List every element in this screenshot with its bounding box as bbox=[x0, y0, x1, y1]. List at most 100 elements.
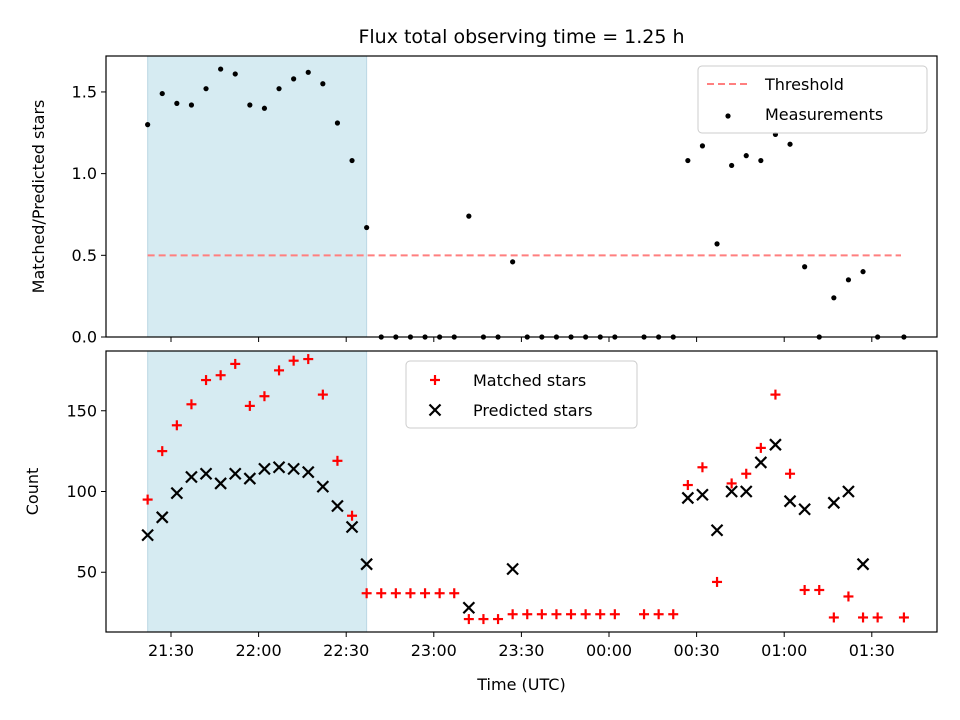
matched-point bbox=[493, 614, 504, 625]
predicted-point-b bbox=[739, 485, 753, 498]
count-legend-matched-label: Matched stars bbox=[473, 371, 586, 390]
matched-point bbox=[434, 588, 445, 599]
matched-point bbox=[288, 355, 299, 366]
count-y-tick-label: 150 bbox=[66, 401, 97, 420]
predicted-point-b bbox=[842, 485, 855, 498]
ratio-y-tick-label: 1.0 bbox=[72, 164, 97, 183]
predicted-point bbox=[287, 462, 300, 476]
predicted-point-b bbox=[681, 491, 695, 505]
ratio-legend-measurement-swatch bbox=[725, 113, 731, 119]
count-highlight-span bbox=[147, 350, 368, 633]
matched-point bbox=[186, 399, 197, 410]
predicted-point-b bbox=[798, 502, 811, 516]
count-x-tick-label: 01:30 bbox=[849, 641, 895, 660]
predicted-point bbox=[141, 528, 154, 542]
predicted-point bbox=[725, 485, 738, 498]
matched-point bbox=[682, 480, 693, 491]
matched-point bbox=[799, 585, 810, 596]
chart-title: Flux total observing time = 1.25 h bbox=[358, 26, 684, 48]
matched-point bbox=[507, 609, 518, 620]
predicted-point bbox=[228, 467, 242, 481]
matched-point bbox=[449, 588, 460, 599]
count-plot-frame bbox=[105, 350, 938, 633]
matched-point bbox=[755, 442, 766, 453]
matched-point bbox=[872, 612, 883, 623]
matched-point bbox=[157, 446, 168, 457]
matched-point bbox=[347, 510, 358, 521]
measurement-point bbox=[291, 76, 297, 82]
matched-point bbox=[522, 609, 533, 620]
measurement-point bbox=[714, 241, 720, 247]
ratio-y-tick-label: 1.5 bbox=[72, 82, 97, 101]
measurement-point bbox=[510, 259, 516, 265]
predicted-point bbox=[783, 494, 797, 508]
matched-point bbox=[536, 609, 547, 620]
ratio-y-axis-label: Matched/Predicted stars bbox=[29, 100, 48, 294]
predicted-point-b bbox=[827, 496, 841, 510]
matched-point bbox=[697, 462, 708, 473]
ratio-legend: Threshold Measurements bbox=[697, 65, 928, 134]
predicted-point bbox=[710, 523, 724, 537]
count-x-tick-label: 22:30 bbox=[323, 641, 369, 660]
predicted-point bbox=[243, 472, 257, 485]
count-legend-predicted-swatch bbox=[428, 403, 442, 417]
predicted-point bbox=[331, 499, 344, 513]
matched-point bbox=[726, 478, 737, 489]
matched-point bbox=[595, 609, 606, 620]
count-legend-matched-swatch bbox=[430, 375, 440, 385]
predicted-point bbox=[462, 601, 476, 615]
matched-point bbox=[770, 389, 781, 400]
matched-point bbox=[201, 375, 212, 386]
matched-point bbox=[741, 468, 752, 479]
count-x-tick-label: 23:00 bbox=[411, 641, 457, 660]
measurement-point bbox=[145, 122, 151, 128]
measurement-point bbox=[159, 90, 165, 97]
count-x-tick-label: 01:00 bbox=[761, 641, 807, 660]
measurement-point bbox=[699, 143, 706, 149]
matched-point bbox=[303, 354, 314, 365]
predicted-point-b bbox=[710, 523, 724, 537]
matched-point bbox=[405, 588, 416, 599]
predicted-point bbox=[798, 502, 811, 516]
matched-point bbox=[463, 614, 474, 625]
matched-point bbox=[361, 588, 372, 599]
predicted-point-b bbox=[856, 557, 870, 571]
count-x-tick-label: 00:00 bbox=[586, 641, 632, 660]
measurement-point bbox=[334, 120, 341, 126]
measurement-point bbox=[320, 81, 326, 87]
ratio-panel: 0.0 0.5 1.0 1.5 Matched/Predicted stars Thr… bbox=[29, 55, 938, 347]
measurement-point bbox=[466, 213, 472, 219]
matched-point bbox=[230, 358, 241, 369]
ratio-plot-frame bbox=[105, 55, 938, 338]
predicted-point-b bbox=[769, 438, 782, 451]
ratio-y-tick-label: 0.0 bbox=[72, 328, 97, 347]
predicted-point bbox=[739, 485, 753, 498]
matched-point bbox=[420, 588, 431, 599]
predicted-point-b bbox=[696, 488, 709, 502]
predicted-point bbox=[360, 557, 373, 571]
predicted-point bbox=[272, 460, 286, 474]
matched-point bbox=[580, 609, 591, 620]
measurement-point bbox=[247, 102, 253, 108]
count-y-tick-label: 100 bbox=[66, 482, 97, 501]
matched-point bbox=[376, 588, 387, 599]
predicted-point-b bbox=[506, 562, 519, 576]
matched-point bbox=[215, 370, 226, 381]
ratio-legend-threshold-label: Threshold bbox=[764, 75, 844, 94]
count-y-axis-label: Count bbox=[23, 468, 42, 516]
matched-point bbox=[639, 609, 650, 620]
ratio-highlight-span bbox=[147, 55, 368, 338]
matched-point bbox=[390, 588, 401, 599]
measurement-point bbox=[305, 69, 311, 75]
predicted-point bbox=[301, 465, 315, 479]
predicted-point bbox=[185, 470, 198, 484]
measurement-point bbox=[860, 269, 866, 275]
predicted-point bbox=[199, 467, 213, 481]
matched-point bbox=[898, 612, 909, 623]
predicted-point-b bbox=[287, 462, 300, 476]
predicted-point-b bbox=[170, 486, 184, 500]
measurement-point bbox=[364, 224, 370, 231]
predicted-point-b bbox=[462, 601, 476, 615]
measurement-point bbox=[802, 264, 808, 270]
